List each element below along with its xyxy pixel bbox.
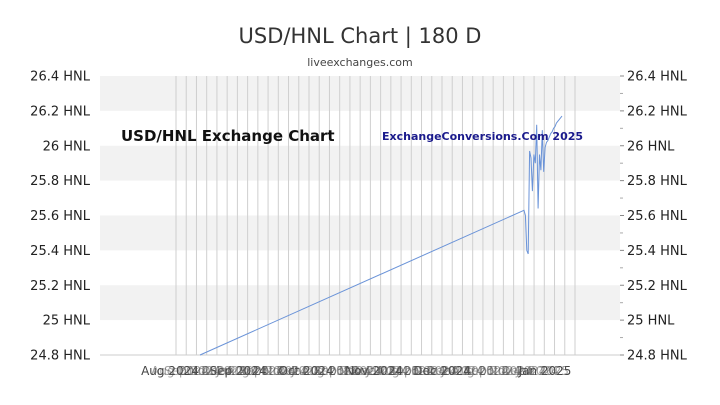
y-tick-label-right: 24.8 HNL [627,349,688,364]
y-tick-label-right: 26.2 HNL [627,104,688,119]
x-tick-label-dense: Aug 2024 [226,364,284,378]
y-tick-label-left: 25.8 HNL [30,174,91,189]
y-tick-label-right: 26 HNL [627,139,675,154]
x-tick-label-dense: Nov 2024 [264,364,322,378]
x-tick-label-dense: Sep 2024 [464,364,521,378]
x-tick-label-dense: Oct 2024 [402,364,457,378]
x-tick-label-dense: Oct 2024 [252,364,307,378]
x-tick-label: Jan 2025 [518,364,572,378]
y-tick-label-left: 25.4 HNL [30,244,91,259]
x-tick-label-dense: Sep 2024 [164,364,221,378]
x-tick-label-dense: Oct 2024 [477,364,532,378]
x-tick-label-dense: Nov 2024 [489,364,547,378]
x-tick-label: Nov 2024 [345,364,403,378]
x-tick-label-dense: Sep 2024 [314,364,371,378]
x-tick-label-dense: Sep 2024 [389,364,446,378]
y-tick-label-left: 26 HNL [43,139,91,154]
x-tick-label-dense: Dec 2024 [426,364,484,378]
y-tick-label-left: 25.6 HNL [30,209,91,224]
x-tick-label-dense: Oct 2024 [327,364,382,378]
y-tick-label-right: 25.2 HNL [627,279,688,294]
y-tick-label-left: 26.4 HNL [30,70,91,85]
x-tick-label-dense: Dec 2024 [201,364,259,378]
x-tick-label-dense: Aug 2024 [451,364,509,378]
x-tick-label-dense: Aug 2024 [376,364,434,378]
x-tick-label-dense: Jan 2025 [365,364,419,378]
x-tick-label: Sep 2024 [210,364,267,378]
x-tick-label: Dec 2024 [413,364,471,378]
x-tick-label: Oct 2024 [278,364,333,378]
y-tick-label-right: 26.4 HNL [627,70,688,85]
x-tick-label-dense: Jan 2025 [215,364,269,378]
y-tick-label-right: 25.4 HNL [627,244,688,259]
x-tick-label-dense: Jan 2025 [440,364,494,378]
x-tick-label-dense: Nov 2024 [414,364,472,378]
x-tick-label-dense: Jan 2025 [515,364,569,378]
y-tick-label-left: 25 HNL [43,314,91,329]
x-tick-label-dense: Aug 2024 [151,364,209,378]
y-tick-label-left: 25.2 HNL [30,279,91,294]
chart-subtitle: liveexchanges.com [307,56,413,69]
x-tick-label-dense: Jan 2025 [290,364,344,378]
x-tick-label-dense: Dec 2024 [501,364,559,378]
x-tick-label-dense: Nov 2024 [339,364,397,378]
y-tick-label-left: 24.8 HNL [30,349,91,364]
y-tick-label-right: 25.8 HNL [627,174,688,189]
x-tick-label-dense: Sep 2024 [239,364,296,378]
x-tick-label-dense: Oct 2024 [177,364,232,378]
y-tick-label-right: 25.6 HNL [627,209,688,224]
x-tick-label-dense: Nov 2024 [189,364,247,378]
x-tick-label-dense: Dec 2024 [276,364,334,378]
y-tick-label-right: 25 HNL [627,314,675,329]
chart-annotation-left: USD/HNL Exchange Chart [121,127,335,145]
series-line [199,115,563,356]
x-tick-label-dense: Aug 2024 [301,364,359,378]
chart-title: USD/HNL Chart | 180 D [238,24,482,48]
y-tick-label-left: 26.2 HNL [30,104,91,119]
x-tick-label-dense: Dec 2024 [351,364,409,378]
chart-annotation-right: ExchangeConversions.Com 2025 [382,130,583,143]
x-tick-label: Aug 2024 [141,364,199,378]
